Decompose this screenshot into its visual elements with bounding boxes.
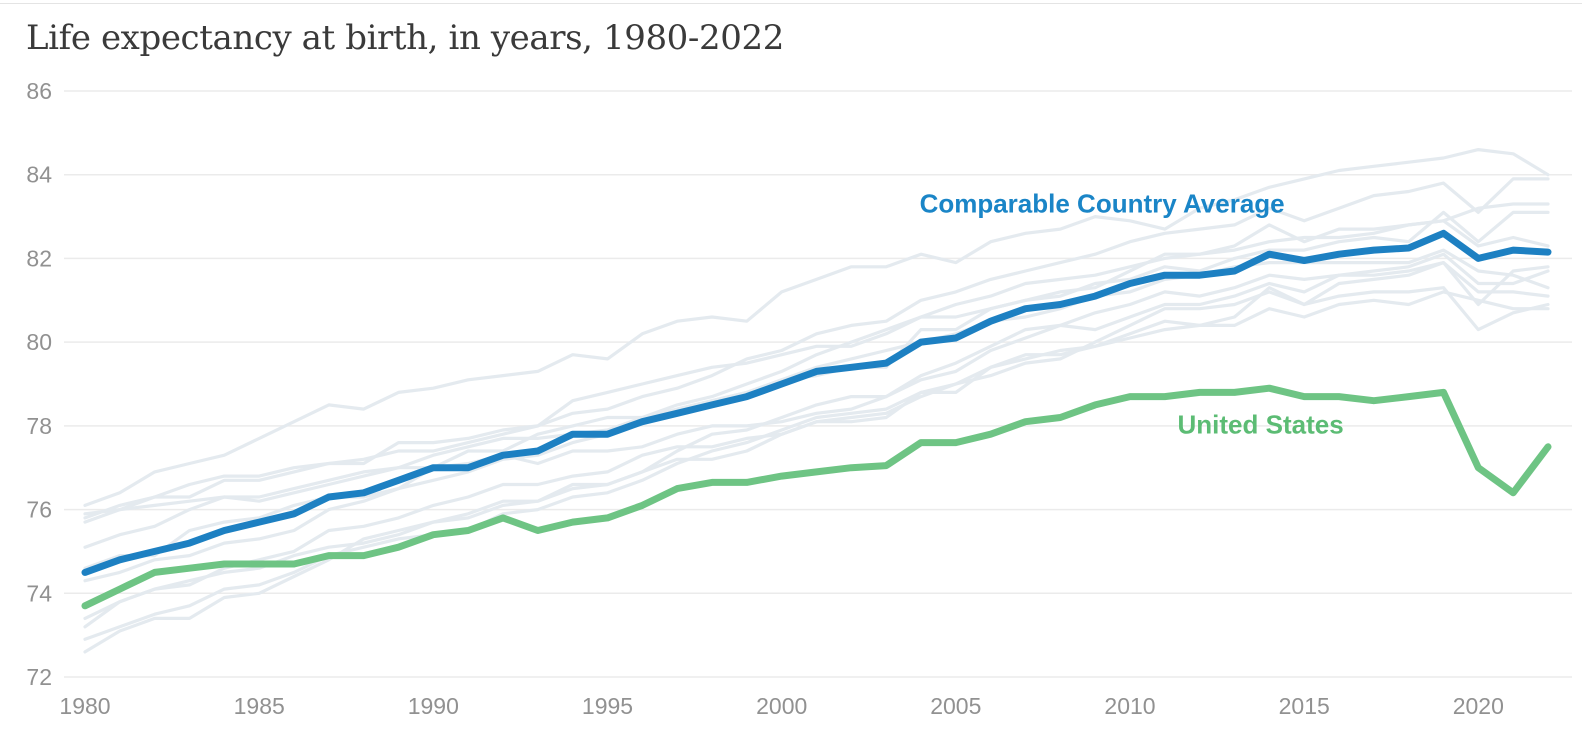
series-line-comparable-country-11 <box>83 286 1550 629</box>
y-tick-74: 74 <box>26 580 52 606</box>
series-line-united-states <box>81 384 1552 610</box>
series-line-comparable-country-7 <box>83 219 1550 583</box>
x-tick-1995: 1995 <box>582 693 633 719</box>
x-tick-2020: 2020 <box>1453 693 1504 719</box>
y-tick-86: 86 <box>26 78 52 104</box>
x-tick-1980: 1980 <box>59 693 110 719</box>
series-line-comparable-country-3 <box>83 210 1550 520</box>
y-tick-78: 78 <box>26 413 52 439</box>
x-tick-2000: 2000 <box>756 693 807 719</box>
x-tick-2010: 2010 <box>1104 693 1155 719</box>
series-line-comparable-country-4 <box>83 252 1550 516</box>
y-tick-84: 84 <box>26 162 52 188</box>
series-line-comparable-country-9 <box>83 261 1550 654</box>
chart-title: Life expectancy at birth, in years, 1980… <box>26 18 784 58</box>
x-tick-2015: 2015 <box>1279 693 1330 719</box>
y-tick-72: 72 <box>26 664 52 690</box>
x-tick-1985: 1985 <box>234 693 285 719</box>
y-tick-82: 82 <box>26 245 52 271</box>
top-border <box>0 3 1582 4</box>
x-tick-1990: 1990 <box>408 693 459 719</box>
series-label-comparable-country-average: Comparable Country Average <box>920 188 1285 218</box>
series-line-comparable-country-1 <box>83 148 1550 507</box>
y-tick-76: 76 <box>26 497 52 523</box>
y-tick-80: 80 <box>26 329 52 355</box>
series-line-comparable-country-average <box>81 229 1552 576</box>
x-tick-2005: 2005 <box>930 693 981 719</box>
series-label-united-states: United States <box>1178 409 1344 439</box>
